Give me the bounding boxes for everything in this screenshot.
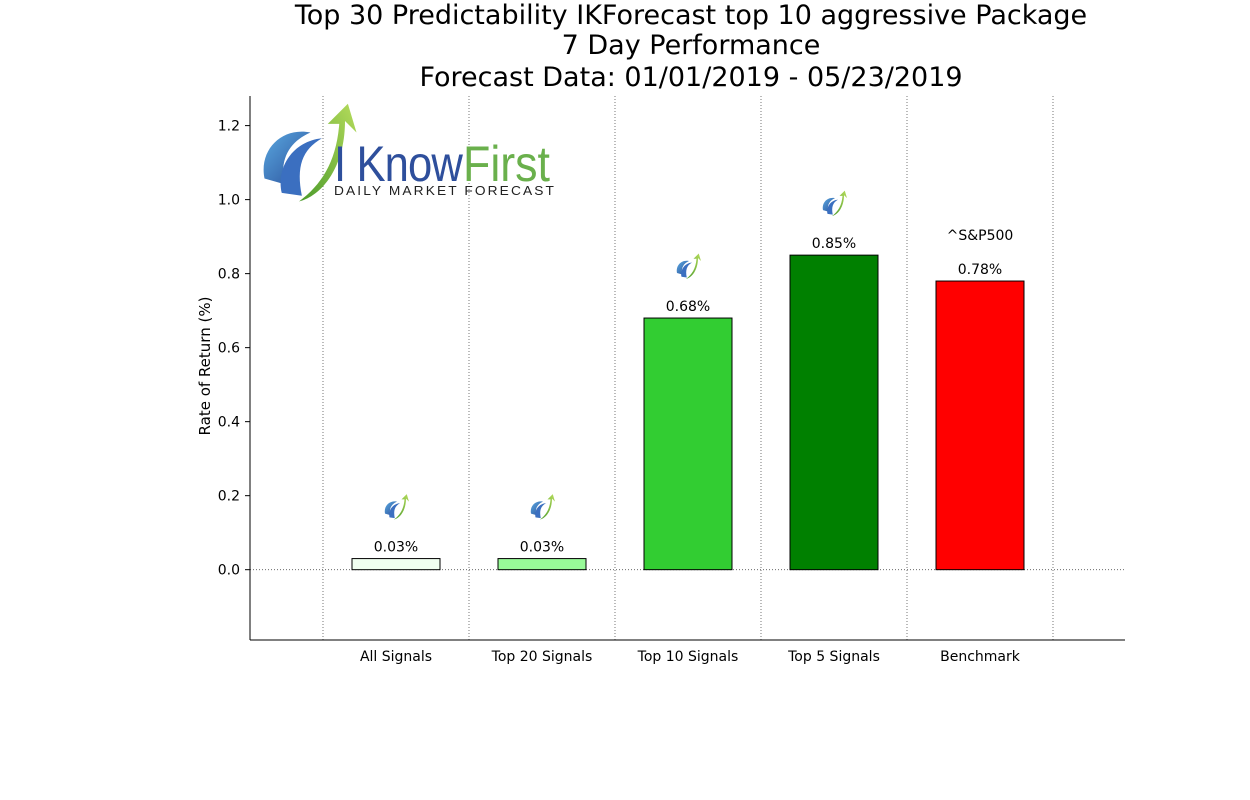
- logo-mini-icon: [384, 494, 409, 520]
- y-axis-label: Rate of Return (%): [196, 297, 214, 436]
- x-tick-label: All Signals: [360, 649, 432, 665]
- logo-main-left: I Know: [334, 136, 464, 192]
- y-tick-label: 0.0: [218, 563, 240, 579]
- bar: [351, 558, 441, 571]
- x-tick-label: Top 10 Signals: [637, 649, 739, 665]
- bar-value-label: 0.68%: [666, 299, 710, 315]
- y-tick-label: 0.2: [218, 489, 240, 505]
- logo: I Know First Daily Market Forecast: [263, 103, 556, 202]
- bar-value-label: 0.85%: [812, 236, 856, 252]
- benchmark-annotation: ^S&P500: [947, 228, 1014, 244]
- logo-mini-icon: [676, 253, 701, 280]
- bar-value-label: 0.03%: [520, 540, 564, 556]
- y-tick-label: 0.4: [218, 415, 240, 431]
- logo-tagline: Daily Market Forecast: [334, 183, 556, 198]
- bar: [789, 254, 879, 571]
- logo-mini-icon: [530, 494, 555, 520]
- y-tick-label: 0.8: [218, 267, 240, 283]
- y-tick-label: 0.6: [218, 341, 240, 357]
- y-tick-label: 1.0: [218, 193, 240, 209]
- bar: [643, 317, 733, 571]
- chart-title-line-3: Forecast Data: 01/01/2019 - 05/23/2019: [419, 62, 963, 93]
- bar: [497, 558, 587, 571]
- bars: 0.03% All Signals 0.03% Top 20 Signals 0.68%…: [351, 190, 1025, 665]
- logo-mini-icon: [822, 190, 847, 217]
- logo-main-right: First: [463, 136, 550, 192]
- chart-title-line-1: Top 30 Predictability IKForecast top 10 …: [294, 0, 1088, 31]
- axes: 0.0 0.2 0.4 0.6 0.8 1.0 1.2 Rate of Return (%): [196, 96, 1125, 641]
- y-tick-label: 1.2: [218, 119, 240, 135]
- x-tick-label: Benchmark: [940, 649, 1021, 665]
- bar-value-label: 0.03%: [374, 540, 418, 556]
- bar-value-label: 0.78%: [958, 262, 1002, 278]
- chart-title-line-2: 7 Day Performance: [561, 30, 821, 61]
- x-tick-label: Top 20 Signals: [491, 649, 593, 665]
- x-tick-label: Top 5 Signals: [787, 649, 880, 665]
- bar: [935, 280, 1025, 571]
